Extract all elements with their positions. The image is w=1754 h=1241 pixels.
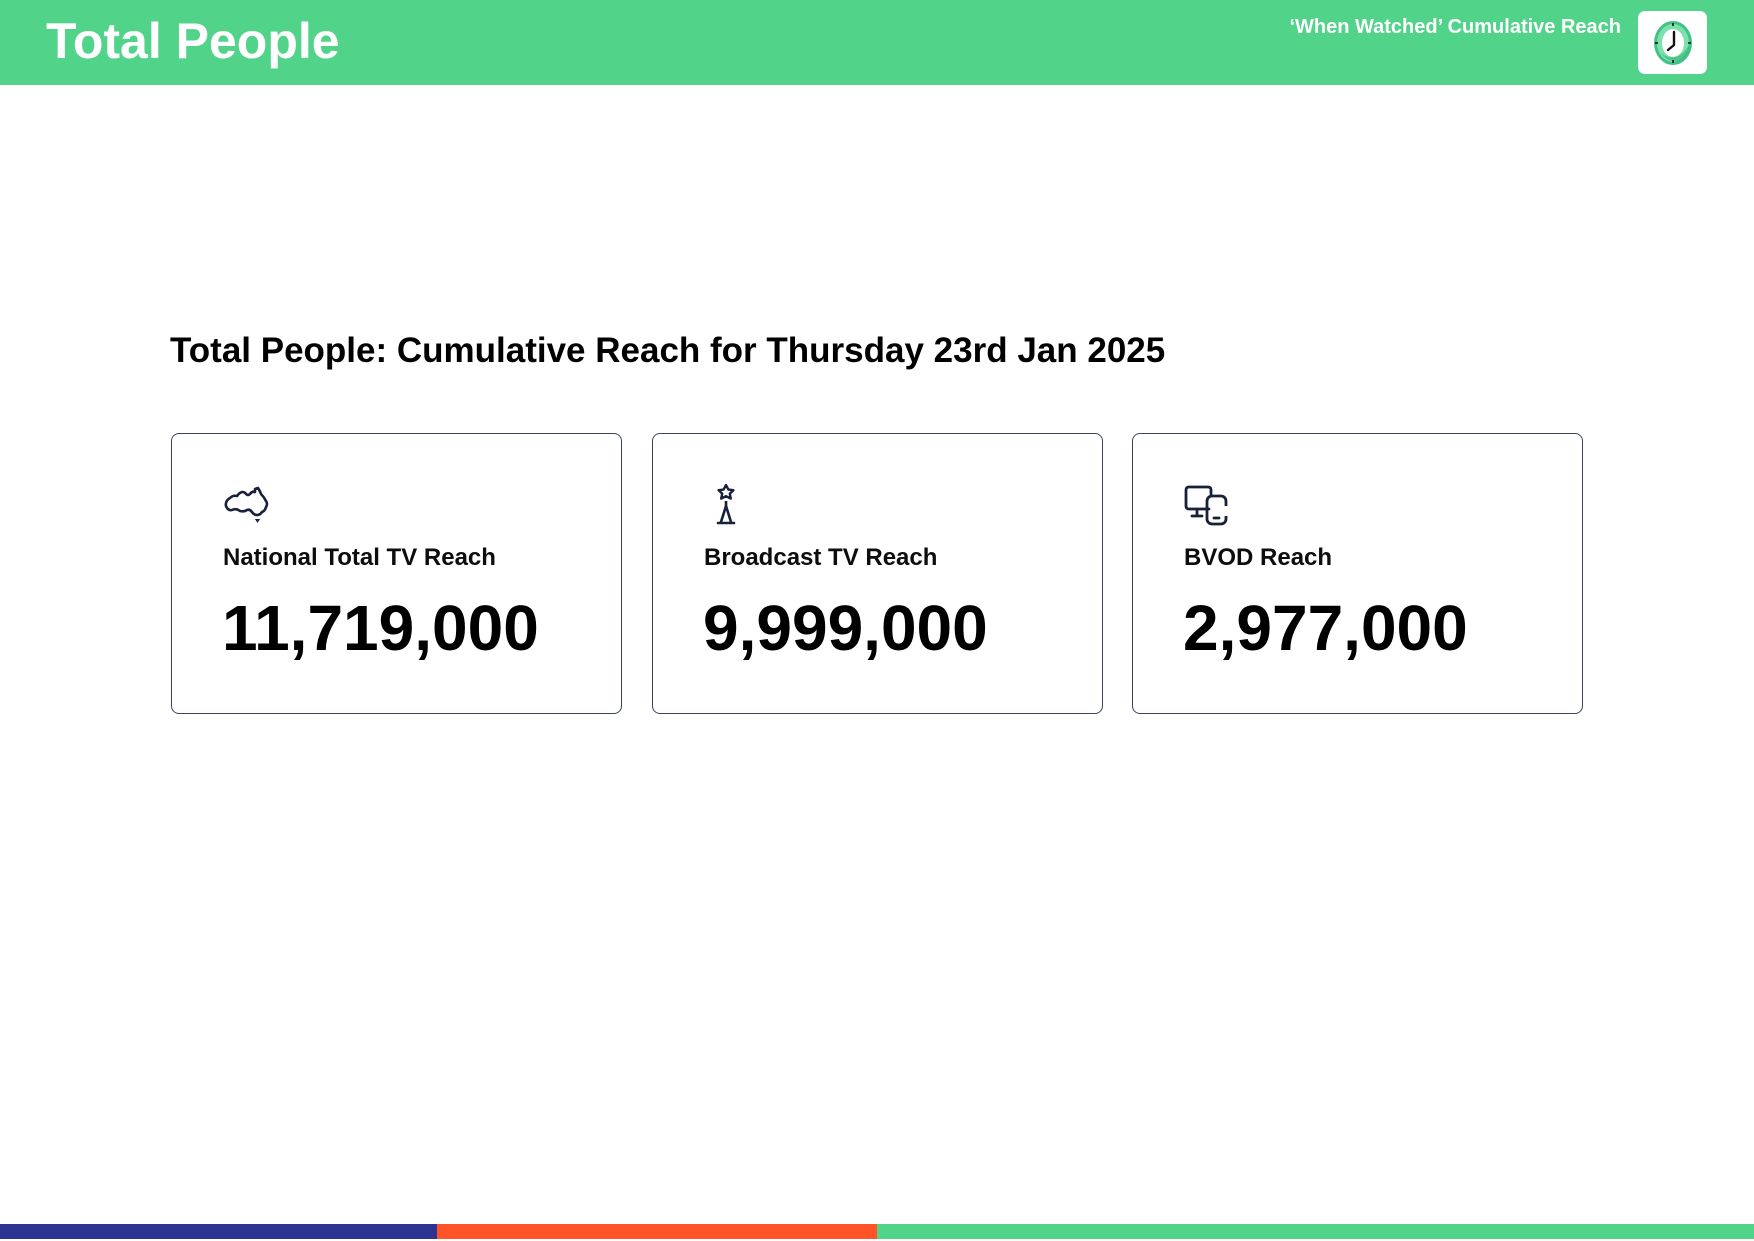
card-national-total-tv-reach: National Total TV Reach 11,719,000 — [171, 433, 622, 714]
report-subtitle: ‘When Watched’ Cumulative Reach — [1289, 16, 1621, 38]
footer-bar-segment-orange — [437, 1224, 877, 1239]
card-label: BVOD Reach — [1184, 544, 1333, 571]
section-title: Total People: Cumulative Reach for Thurs… — [170, 331, 1166, 370]
card-broadcast-tv-reach: Broadcast TV Reach 9,999,000 — [652, 433, 1103, 714]
card-label: National Total TV Reach — [223, 544, 496, 571]
page-title: Total People — [46, 13, 340, 69]
header-banner: Total People ‘When Watched’ Cumulative R… — [0, 0, 1754, 85]
broadcast-tower-icon — [703, 483, 751, 532]
card-value: 11,719,000 — [222, 592, 539, 664]
footer-bar-segment-navy — [0, 1224, 437, 1239]
card-value: 2,977,000 — [1183, 592, 1468, 664]
footer-color-bar — [0, 1224, 1754, 1239]
australia-map-icon — [222, 484, 270, 532]
card-label: Broadcast TV Reach — [704, 544, 938, 571]
card-value: 9,999,000 — [703, 592, 988, 664]
footer-bar-segment-green — [877, 1224, 1754, 1239]
devices-icon — [1183, 484, 1231, 532]
clock-icon — [1638, 11, 1707, 74]
card-bvod-reach: BVOD Reach 2,977,000 — [1132, 433, 1583, 714]
